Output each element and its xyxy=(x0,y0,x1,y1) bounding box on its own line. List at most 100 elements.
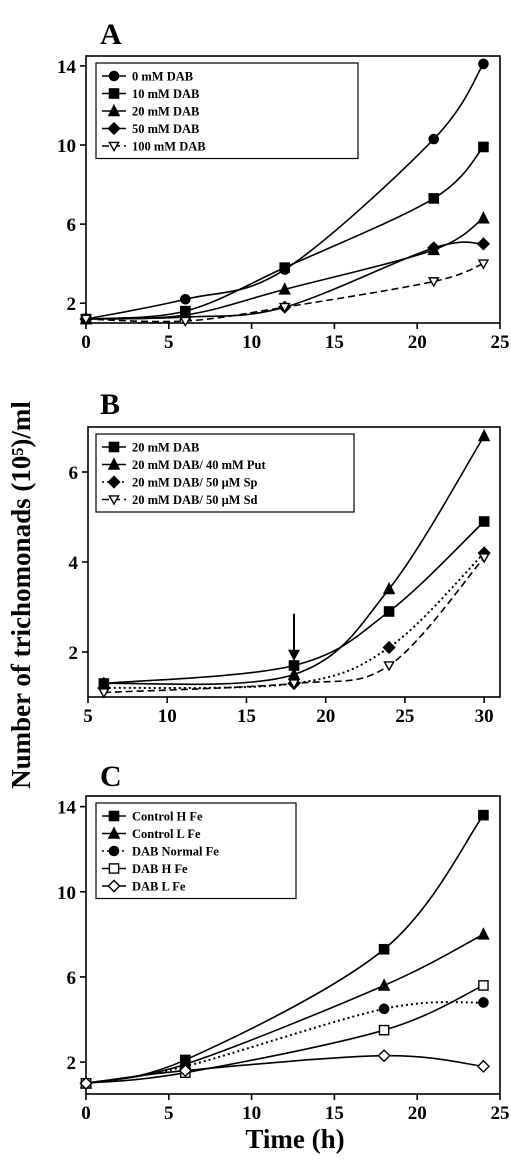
panel-c-data-point xyxy=(478,809,489,821)
panel-a-data-point xyxy=(427,277,440,288)
panel-b-legend-label: 20 mM DAB/ 50 μM Sd xyxy=(132,493,258,507)
panel-c-data-point xyxy=(476,1059,491,1073)
panel-c-legend-label: Control L Fe xyxy=(132,827,201,841)
panel-b-legend-label: 20 mM DAB/ 40 mM Put xyxy=(132,458,266,472)
panel-a-data-point xyxy=(476,237,491,251)
panel-b-data-point xyxy=(382,581,396,595)
panel-b-data-point xyxy=(383,661,395,672)
panel-c-data-point xyxy=(478,980,489,991)
panel-b-x-tick-label: 5 xyxy=(83,706,93,727)
panel-b: B 5 10 15 20 25 30 2 4 6 20 mM DAB 20 mM DAB/ 40 m… xyxy=(69,388,501,727)
panel-c-y-tick-label: 14 xyxy=(57,798,77,819)
panel-a-data-point xyxy=(179,316,192,328)
panel-b-data-point xyxy=(98,688,110,699)
panel-a-legend-marker xyxy=(107,103,121,117)
panel-a-data-point xyxy=(478,58,489,70)
panel-b-legend xyxy=(95,433,355,513)
panel-c-x-tick-label: 0 xyxy=(81,1103,91,1124)
panel-b-x-tick-label: 30 xyxy=(475,706,494,727)
panel-c-x-tick-label: 15 xyxy=(325,1103,344,1124)
panel-a-legend-label: 50 mM DAB xyxy=(132,122,199,136)
panel-a-legend-marker xyxy=(107,121,121,136)
panel-a-data-point xyxy=(278,302,291,314)
panel-b-legend-marker xyxy=(108,441,120,453)
panel-c-frame xyxy=(85,795,501,1095)
panel-a-data-point xyxy=(80,314,92,326)
panel-a-data-point xyxy=(477,211,490,224)
panel-a-letter: A xyxy=(100,18,122,51)
panel-a-x-tick-label: 25 xyxy=(491,332,510,353)
panel-b-y-tick-label: 4 xyxy=(69,553,79,574)
panel-c-legend-label: Control H Fe xyxy=(132,810,203,824)
panel-a-y-tick-label: 2 xyxy=(67,294,77,315)
panel-a-data-point xyxy=(279,262,291,273)
panel-c-series-line-3 xyxy=(85,1001,484,1085)
panel-b-data-point xyxy=(288,679,300,690)
y-axis-label: Number of trichomonads (10⁵)/ml xyxy=(6,401,36,789)
panel-c-legend-marker xyxy=(107,879,121,893)
panel-c-y-tick-label: 10 xyxy=(57,883,76,904)
panel-b-data-point xyxy=(478,516,490,527)
panel-b-arrow-head xyxy=(288,649,300,661)
panel-c-data-point xyxy=(79,1076,93,1090)
panel-c-data-point xyxy=(478,997,489,1008)
panel-a-legend-label: 20 mM DAB xyxy=(132,105,199,119)
panel-c-data-point xyxy=(178,1063,192,1078)
panel-a-y-tick-label: 14 xyxy=(57,57,77,78)
panel-c-x-tick-label: 25 xyxy=(491,1103,510,1124)
panel-a-data-point xyxy=(477,259,490,270)
panel-a-x-tick-label: 20 xyxy=(408,332,427,353)
panel-a-x-tick-label: 5 xyxy=(164,332,174,353)
panel-a-data-point xyxy=(180,293,191,305)
panel-a-legend-label: 100 mM DAB xyxy=(132,140,206,154)
x-axis-label: Time (h) xyxy=(245,1124,344,1154)
panel-c-legend-marker xyxy=(108,863,120,874)
panel-b-legend-marker xyxy=(107,475,121,489)
panel-c-y-tick-label: 6 xyxy=(67,968,77,989)
panel-c-x-tick-label: 10 xyxy=(242,1103,261,1124)
panel-c-legend-label: DAB H Fe xyxy=(132,862,188,876)
panel-c-data-point xyxy=(378,943,390,955)
panel-b-series-line-4 xyxy=(103,556,485,694)
panel-b-x-tick-label: 25 xyxy=(395,706,414,727)
panel-a-legend-marker xyxy=(108,141,120,153)
panel-c-data-point xyxy=(378,1024,390,1036)
panel-c-data-point xyxy=(377,978,391,991)
panel-c-legend-marker xyxy=(108,845,120,857)
panel-b-data-point xyxy=(382,640,396,655)
panel-c-legend xyxy=(95,802,297,900)
panel-a-legend-marker xyxy=(108,70,120,82)
panel-a-x-tick-label: 10 xyxy=(242,332,261,353)
panel-b-series-line-3 xyxy=(103,552,485,690)
panel-a-data-point xyxy=(427,241,441,255)
panel-c-data-point xyxy=(477,927,490,940)
panel-b-letter: B xyxy=(100,388,120,421)
panel-a-y-tick-label: 6 xyxy=(67,215,77,236)
panel-b-data-point xyxy=(383,606,395,617)
panel-b-legend-marker xyxy=(108,495,120,506)
panel-a-legend-marker xyxy=(108,88,120,99)
panel-b-x-tick-label: 10 xyxy=(158,706,177,727)
panel-a: A 0 5 10 15 20 25 2 6 10 14 0 mM DAB 10 mM DAB 20 mM… xyxy=(57,18,510,353)
panel-a-data-point xyxy=(478,141,489,153)
panel-b-x-tick-label: 20 xyxy=(316,706,335,727)
panel-a-legend-label: 10 mM DAB xyxy=(132,87,199,101)
panel-b-legend-marker xyxy=(107,457,121,470)
panel-b-x-tick-label: 15 xyxy=(237,706,256,727)
panel-c-series-line-5 xyxy=(85,1054,484,1085)
panel-b-series-line-2 xyxy=(103,435,485,686)
panel-b-y-tick-label: 6 xyxy=(69,463,79,484)
panel-a-data-point xyxy=(428,193,440,204)
panel-c-y-tick-label: 2 xyxy=(67,1053,77,1074)
panel-a-data-point xyxy=(278,282,291,295)
panel-b-legend-label: 20 mM DAB xyxy=(132,441,199,455)
panel-a-data-point xyxy=(428,133,440,145)
panel-a-x-tick-label: 0 xyxy=(81,332,91,353)
panel-a-x-tick-label: 15 xyxy=(325,332,344,353)
panel-c-letter: C xyxy=(100,760,122,793)
panel-c-data-point xyxy=(377,1049,391,1063)
panel-c-x-tick-label: 20 xyxy=(408,1103,427,1124)
panel-a-legend-label: 0 mM DAB xyxy=(132,70,193,84)
panel-b-y-tick-label: 2 xyxy=(69,643,79,664)
panel-a-y-tick-label: 10 xyxy=(57,136,76,157)
